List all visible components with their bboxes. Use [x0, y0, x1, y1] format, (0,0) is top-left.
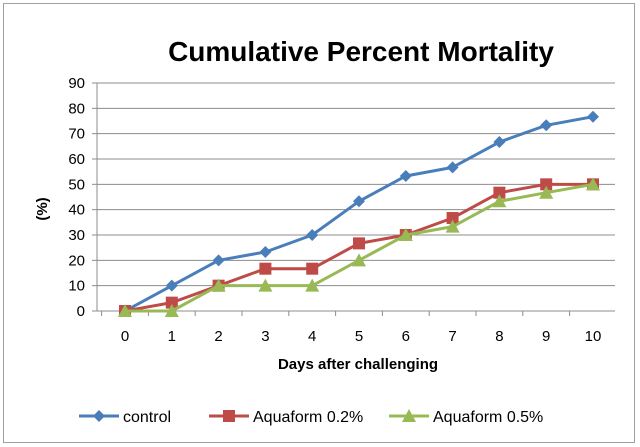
series-line — [124, 115, 594, 313]
line-chart: Cumulative Percent Mortality 01020304050… — [34, 36, 615, 426]
y-tick-label: 30 — [68, 227, 85, 244]
data-point-diamond — [587, 110, 599, 123]
data-point-diamond — [540, 119, 553, 132]
y-tick-label: 50 — [68, 176, 85, 193]
y-tick-label: 0 — [77, 303, 85, 320]
legend-label: Aquaform 0.5% — [433, 409, 543, 426]
data-point-diamond — [165, 279, 178, 292]
data-point-triangle — [539, 185, 554, 199]
y-tick-label: 10 — [68, 278, 85, 295]
x-tick-label: 10 — [585, 328, 602, 345]
chart-frame: Cumulative Percent Mortality 0 10 20 30 40 50… — [3, 3, 635, 443]
series — [118, 110, 600, 317]
series-2 — [118, 177, 600, 317]
y-tick-label: 90 — [68, 75, 85, 92]
data-point-diamond — [399, 169, 412, 182]
x-tick-label: 1 — [168, 328, 176, 345]
x-tick-label: 0 — [121, 328, 129, 345]
y-tick-label: 60 — [68, 151, 85, 168]
data-point-square — [493, 186, 506, 199]
data-point-diamond — [93, 410, 105, 422]
x-tick-label: 6 — [402, 328, 410, 345]
x-tick-label: 3 — [261, 328, 269, 345]
data-point-triangle — [211, 278, 226, 292]
x-tick-label: 5 — [355, 328, 363, 345]
data-point-square — [353, 237, 365, 250]
data-point-triangle — [352, 253, 366, 267]
data-point-triangle — [258, 278, 273, 292]
data-point-diamond — [306, 229, 319, 241]
chart-title: Cumulative Percent Mortality — [168, 36, 554, 67]
x-tick-label: 4 — [308, 328, 316, 345]
data-point-diamond — [259, 245, 272, 258]
y-tick-label: 80 — [68, 100, 85, 117]
legend: control Aquaform 0.2% Aquaform 0.5% — [79, 409, 543, 426]
gridlines — [97, 82, 615, 287]
data-point-diamond — [212, 254, 225, 267]
x-tick-label: 9 — [542, 328, 550, 345]
data-point-diamond — [493, 136, 506, 149]
x-axis-title: Days after challenging — [278, 356, 438, 373]
y-tick-label: 40 — [68, 202, 85, 219]
data-point-diamond — [446, 161, 459, 174]
data-point-triangle — [445, 219, 460, 233]
x-tick-labels: 0 1 2 3 4 5 6 7 8 9 10 — [121, 328, 602, 345]
y-tick-label: 70 — [68, 126, 85, 143]
data-point-square — [223, 410, 235, 422]
legend-item: control — [79, 409, 171, 426]
data-point-triangle — [586, 177, 600, 191]
data-point-diamond — [353, 195, 365, 208]
data-point-square — [446, 212, 459, 225]
data-point-triangle — [402, 409, 416, 422]
data-point-square — [259, 262, 272, 275]
x-tick-label: 8 — [495, 328, 503, 345]
data-point-triangle — [492, 194, 507, 208]
data-point-square — [540, 178, 553, 191]
y-axis-title: (%) — [34, 197, 51, 220]
data-point-square — [306, 262, 319, 275]
legend-item: Aquaform 0.5% — [389, 409, 543, 426]
data-point-square — [165, 296, 178, 309]
y-tick-labels: 0 10 20 30 40 50 60 70 80 90 — [68, 75, 85, 320]
y-tick-label: 20 — [68, 252, 85, 269]
data-point-triangle — [398, 228, 413, 241]
x-tick-label: 7 — [448, 328, 456, 345]
data-point-triangle — [118, 304, 132, 317]
data-point-triangle — [305, 278, 320, 292]
legend-label: Aquaform 0.2% — [253, 409, 363, 426]
axes — [92, 82, 615, 316]
x-tick-label: 2 — [214, 328, 222, 345]
data-point-triangle — [164, 304, 179, 317]
legend-label: control — [123, 409, 171, 426]
legend-item: Aquaform 0.2% — [209, 409, 363, 426]
